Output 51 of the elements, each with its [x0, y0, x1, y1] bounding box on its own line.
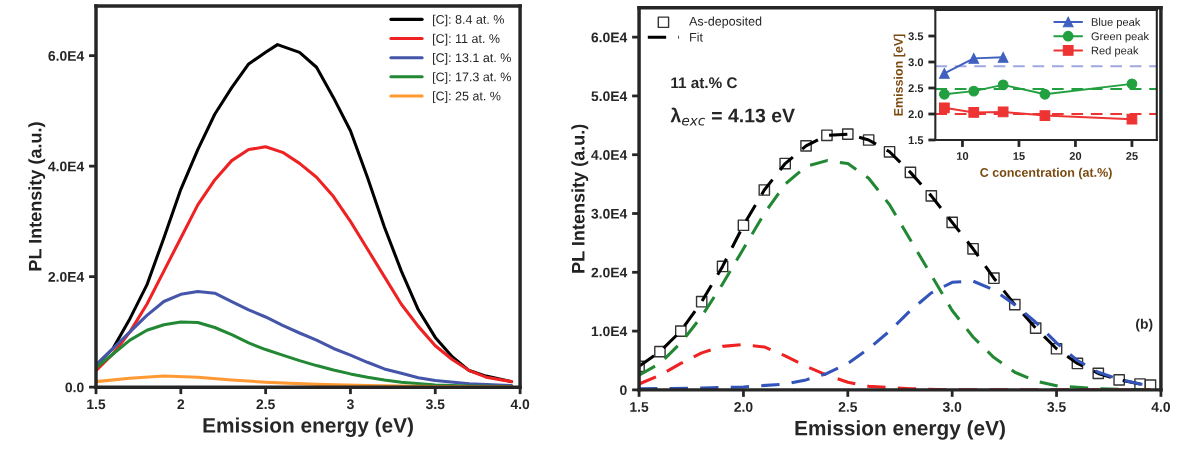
x-tick-label: 4.0 [510, 399, 530, 410]
x-tick-label: 1.5 [87, 399, 106, 410]
x-tick-label: 2 [177, 399, 185, 410]
y-tick-label: 1.5 [908, 136, 924, 145]
legend-label: [C]: 17.3 at. % [433, 72, 511, 84]
y-tick-label: 6.0E4 [591, 32, 628, 43]
x-tick-label: 20 [1069, 152, 1082, 160]
y-tick-label: 2.0E4 [591, 267, 628, 278]
y-tick-label: 0 [620, 385, 627, 396]
y-tick-label: 2.0E4 [48, 271, 85, 282]
y-axis-title: PL Intensity (a.u.) [571, 124, 589, 273]
y-tick-label: 2.5 [908, 84, 924, 93]
y-tick-label: 2.0 [908, 110, 924, 119]
legend-label: [C]: 8.4 at. % [433, 14, 504, 27]
x-axis-title: Emission energy (eV) [203, 417, 413, 437]
x-axis-title: C concentration (at.%) [980, 167, 1112, 180]
x-tick-label: 25 [1126, 152, 1138, 160]
legend-label: Fit [690, 32, 703, 42]
x-tick-label: 15 [1013, 152, 1025, 160]
x-tick-label: 4.0 [1151, 402, 1170, 412]
x-tick-label: 2.5 [838, 402, 858, 412]
annotation: λ$_{exc}$ = 4.13 eV [670, 107, 795, 126]
y-tick-label: 4.0E4 [591, 150, 628, 160]
y-tick-label: 3.0E4 [591, 208, 628, 219]
annotation: (b) [1136, 318, 1153, 332]
x-axis-title: Emission energy (eV) [795, 420, 1005, 440]
y-tick-label: 6.0E4 [48, 50, 85, 61]
y-tick-label: 3.5 [908, 32, 924, 41]
x-tick-label: 3.0 [942, 402, 962, 412]
legend-label: Green peak [1091, 32, 1150, 43]
x-tick-label: 2.5 [256, 399, 275, 410]
y-tick-label: 0.0 [65, 382, 84, 393]
legend-label: Red peak [1091, 46, 1139, 57]
y-tick-label: 3.0 [908, 58, 924, 67]
y-tick-label: 4.0E4 [48, 161, 85, 172]
legend-label: As-deposited [689, 16, 762, 29]
y-axis-title: PL Intensity (a.u.) [28, 122, 46, 271]
legend-label: [C]: 13.1 at. % [433, 52, 511, 65]
x-tick-label: 2.0 [734, 402, 753, 412]
legend-label: Blue peak [1091, 17, 1141, 29]
y-axis-title: Emission [eV] [893, 34, 906, 116]
x-tick-label: 1.5 [630, 402, 649, 412]
y-tick-label: 5.0E4 [591, 91, 628, 102]
x-tick-label: 3.5 [425, 399, 445, 410]
legend-label: [C]: 25 at. % [433, 91, 501, 103]
legend-label: [C]: 11 at. % [433, 33, 500, 46]
x-tick-label: 10 [956, 152, 969, 160]
y-tick-label: 1.0E4 [591, 326, 628, 337]
annotation: 11 at.% C [671, 77, 738, 89]
x-tick-label: 3 [346, 399, 354, 410]
x-tick-label: 3.5 [1047, 402, 1066, 412]
